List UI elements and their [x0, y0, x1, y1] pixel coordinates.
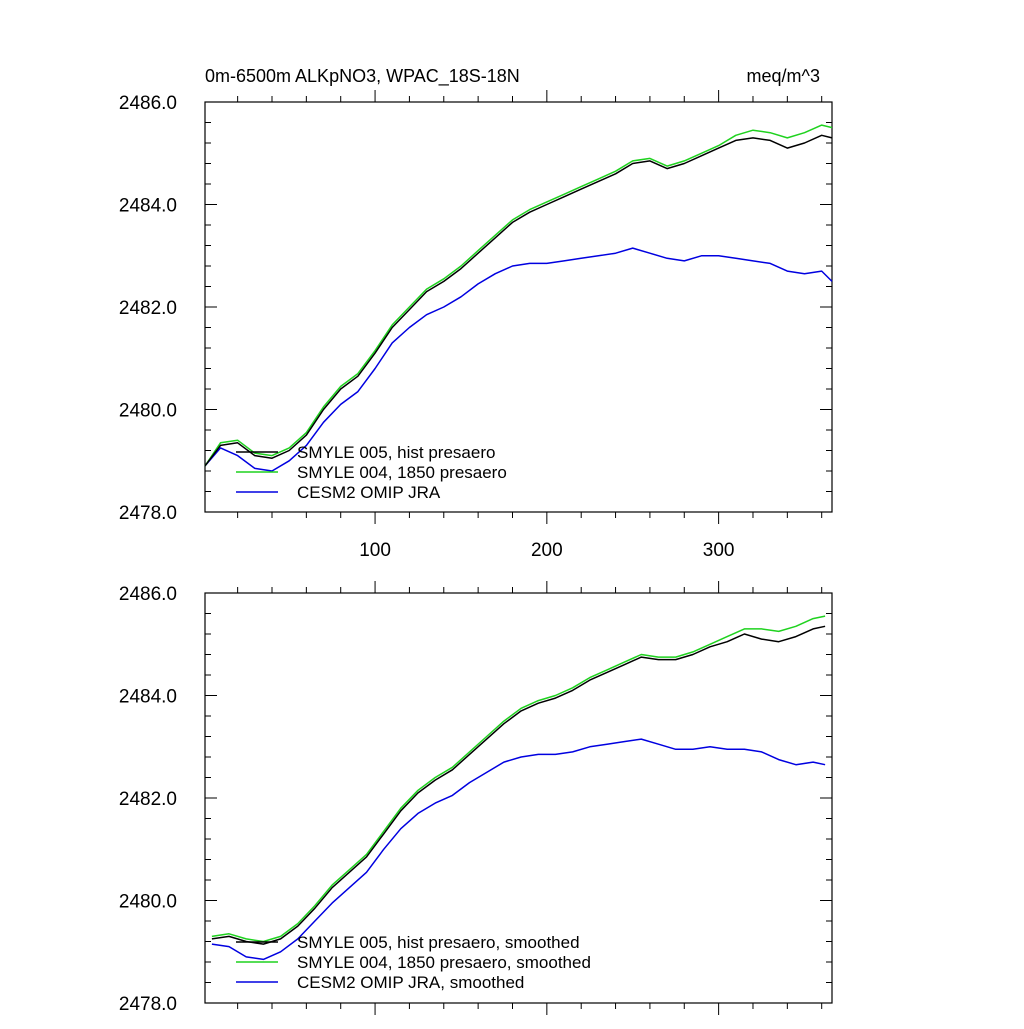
bottom-legend-label-1: SMYLE 004, 1850 presaero, smoothed: [297, 953, 591, 972]
bottom-y-tick-label: 2478.0: [119, 994, 177, 1015]
bottom-series-line-2: [211, 738, 826, 961]
bottom-panel: 2478.0 2480.0 2482.0 2484.0 2486.0 SMYLE 005,…: [119, 581, 833, 1015]
bottom-y-tick-label: 2480.0: [119, 892, 177, 913]
top-legend-label-2: CESM2 OMIP JRA: [297, 483, 441, 502]
top-y-tick-label: 2482.0: [119, 298, 177, 319]
top-series-line-0: [204, 134, 833, 467]
units-label: meq/m^3: [747, 66, 820, 86]
top-x-tick-label: 300: [703, 540, 735, 561]
top-y-tick-label: 2484.0: [119, 196, 177, 217]
top-panel: 2478.0 2480.0 2482.0 2484.0 2486.0 100 200 300 S…: [119, 90, 833, 561]
bottom-series-line-0: [211, 625, 826, 945]
top-y-tick-label: 2486.0: [119, 93, 177, 114]
bottom-legend-label-0: SMYLE 005, hist presaero, smoothed: [297, 933, 580, 952]
top-legend-label-1: SMYLE 004, 1850 presaero: [297, 463, 507, 482]
bottom-legend-label-2: CESM2 OMIP JRA, smoothed: [297, 973, 524, 992]
chart-title: 0m-6500m ALKpNO3, WPAC_18S-18N: [205, 66, 520, 87]
top-x-tick-label: 200: [531, 540, 563, 561]
top-legend-label-0: SMYLE 005, hist presaero: [297, 443, 495, 462]
top-x-tick-label: 100: [359, 540, 391, 561]
top-series-line-1: [204, 124, 833, 467]
bottom-y-tick-label: 2482.0: [119, 789, 177, 810]
bottom-y-tick-label: 2484.0: [119, 687, 177, 708]
bottom-series-line-1: [211, 615, 826, 943]
top-y-tick-label: 2478.0: [119, 503, 177, 524]
top-series-line-2: [204, 247, 833, 472]
top-y-tick-label: 2480.0: [119, 401, 177, 422]
bottom-y-tick-label: 2486.0: [119, 584, 177, 605]
